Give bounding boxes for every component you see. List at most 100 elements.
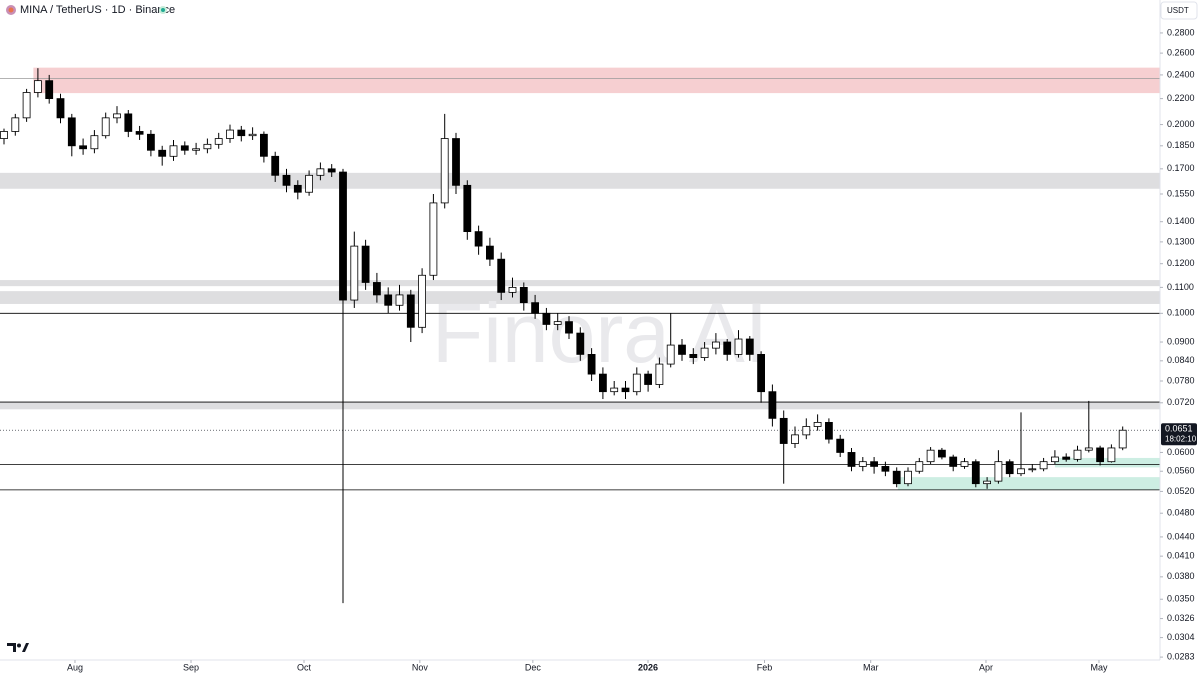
- candles: [0, 68, 1127, 604]
- y-tick-label: 0.0840: [1167, 355, 1195, 365]
- candle-body: [599, 373, 607, 393]
- candle-body: [169, 145, 178, 157]
- candle-body: [56, 98, 65, 119]
- candle-body: [825, 421, 833, 440]
- y-tick-label: 0.0283: [1167, 651, 1195, 661]
- candle-body: [678, 344, 686, 355]
- y-tick-label: 0.0380: [1167, 571, 1195, 581]
- currency-box: USDT: [1160, 1, 1198, 20]
- candle-body: [971, 461, 980, 485]
- candle-body: [271, 155, 280, 176]
- candle-body: [350, 245, 359, 301]
- x-tick-label: Feb: [757, 662, 773, 672]
- candle-body: [1073, 449, 1082, 460]
- candle-body: [881, 466, 890, 472]
- candle-body: [11, 117, 20, 132]
- axes: 0.2800 0.2600 0.2400 0.2200 0.2000 0.1850 0.17…: [67, 27, 1197, 672]
- candle-body: [1017, 468, 1025, 475]
- candle-body: [938, 449, 946, 458]
- y-tick-label: 0.1100: [1167, 282, 1194, 292]
- y-tick-label: 0.2400: [1167, 69, 1195, 79]
- candle-body: [712, 341, 720, 349]
- candle-body: [926, 449, 935, 463]
- header: MINA / TetherUS · 1D · Binance: [6, 4, 175, 16]
- y-tick-label: 0.0410: [1167, 551, 1195, 561]
- candle-body: [22, 92, 31, 119]
- y-tick-label: 0.0440: [1167, 531, 1195, 541]
- candle-body: [180, 145, 189, 151]
- candle-body: [372, 282, 381, 296]
- candle-body: [892, 470, 901, 485]
- candle-body: [214, 138, 223, 145]
- y-tick-label: 0.2200: [1167, 93, 1195, 103]
- candle-body: [418, 274, 427, 328]
- candle-body: [452, 138, 460, 186]
- candle-body: [632, 373, 641, 393]
- candle-body: [226, 129, 234, 139]
- x-tick-label: Apr: [979, 662, 993, 672]
- candle-body: [101, 117, 110, 137]
- tv-logo-seven: [7, 643, 16, 652]
- candle-body: [700, 347, 709, 358]
- zone: [0, 402, 1160, 410]
- x-tick-label: Sep: [183, 662, 199, 672]
- y-tick-label: 0.0600: [1167, 447, 1195, 457]
- zone: [0, 172, 1160, 189]
- candle-body: [836, 438, 845, 453]
- candle-body: [1107, 447, 1116, 463]
- candle-body: [203, 143, 212, 150]
- y-tick-label: 0.1300: [1167, 236, 1195, 246]
- candle-body: [587, 354, 596, 375]
- candle-body: [791, 434, 799, 444]
- candle-body: [576, 332, 585, 355]
- candle-body: [327, 168, 336, 173]
- candle-body: [745, 338, 754, 355]
- x-tick-label: Nov: [412, 662, 429, 672]
- tv-logo-slash: [22, 643, 29, 652]
- y-tick-label: 0.0480: [1167, 508, 1195, 518]
- candle-body: [248, 133, 257, 137]
- watermark: Finora AI: [432, 286, 768, 380]
- candle-body: [858, 461, 867, 467]
- candle-body: [960, 461, 969, 467]
- candle-body: [395, 294, 404, 306]
- candle-body: [259, 133, 268, 157]
- candle-body: [282, 174, 291, 186]
- y-tick-label: 0.0780: [1167, 375, 1195, 385]
- candle-body: [1062, 456, 1071, 460]
- candle-body: [463, 184, 472, 233]
- candle-body: [1084, 447, 1093, 451]
- candle-body: [497, 258, 506, 293]
- y-tick-label: 0.1700: [1167, 163, 1195, 173]
- y-tick-label: 0.0520: [1167, 486, 1195, 496]
- y-tick-label: 0.2800: [1167, 27, 1195, 37]
- candle-body: [79, 145, 87, 150]
- candle-body: [655, 363, 664, 385]
- chart-title: MINA / TetherUS · 1D · Binance: [20, 4, 175, 16]
- candle-body: [406, 294, 415, 328]
- candle-body: [666, 344, 675, 365]
- x-tick-label: Oct: [297, 662, 312, 672]
- countdown-label: 18:02:10: [1165, 434, 1197, 443]
- x-tick-label: Dec: [525, 662, 542, 672]
- x-tick-label: 2026: [638, 662, 658, 672]
- candle-body: [542, 312, 551, 325]
- candle-body: [723, 341, 732, 355]
- candle-body: [870, 461, 878, 467]
- candle-body: [508, 286, 517, 293]
- candle-body: [915, 461, 924, 472]
- y-tick-label: 0.1200: [1167, 258, 1195, 268]
- candle-body: [847, 452, 856, 467]
- zones: [0, 67, 1160, 490]
- candle-body: [519, 286, 528, 304]
- y-tick-label: 0.0900: [1167, 336, 1195, 346]
- candle-body: [734, 338, 743, 355]
- candle-body: [0, 131, 8, 139]
- candle-body: [768, 391, 777, 419]
- candle-body: [802, 426, 811, 436]
- candle-body: [158, 149, 167, 157]
- y-tick-label: 0.1550: [1167, 188, 1195, 198]
- y-tick-label: 0.1000: [1167, 308, 1195, 318]
